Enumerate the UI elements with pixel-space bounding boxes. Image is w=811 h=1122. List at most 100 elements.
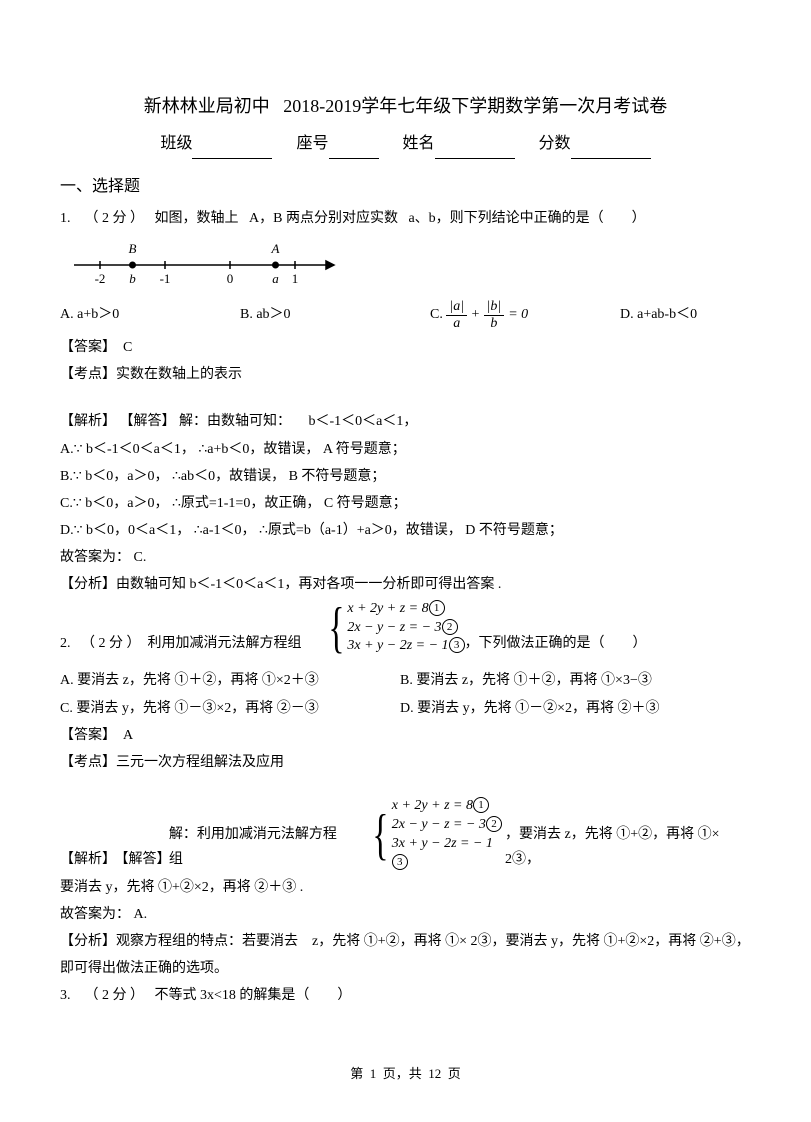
q1-stem1: 如图，数轴上	[155, 211, 239, 226]
q1-lineC: C.∵ b＜0，a＞0， ∴原式=1-1=0，故正确， C 符号题意；	[60, 491, 751, 516]
svg-text:0: 0	[227, 271, 234, 286]
q1-stem2: A，B 两点分别对应实数	[249, 211, 398, 226]
svg-text:b: b	[129, 271, 136, 286]
q1-answer: 【答案】 C	[60, 335, 751, 360]
title-left: 新林林业局初中	[144, 96, 270, 116]
svg-text:-1: -1	[160, 271, 171, 286]
ana-tag2: 【解析】	[60, 847, 114, 872]
seat-label: 座号	[296, 135, 328, 152]
q2-stem: 2. （ 2 分 ） 利用加减消元法解方程组 { x + 2y + z = 81…	[60, 600, 751, 657]
q2-num: 2.	[60, 631, 71, 656]
page-wrap: 新林林业局初中 2018-2019学年七年级下学期数学第一次月考试卷 班级 座号…	[0, 0, 811, 1051]
q2-tail: ，下列做法正确的是（ ）	[465, 631, 647, 656]
spacer	[60, 777, 751, 795]
ans-tag2: 【答案】	[60, 728, 116, 743]
spacer	[60, 658, 751, 666]
ana-intro: 解：由数轴可知：	[179, 414, 291, 429]
q3-pts: （ 2 分 ）	[85, 988, 145, 1003]
eq2: 2x − y − z = − 3	[347, 620, 441, 635]
ana-tag: 【解析】	[60, 414, 116, 429]
q1-fenxi: 【分析】由数轴可知 b＜-1＜0＜a＜1，再对各项一一分析即可得出答案 .	[60, 572, 751, 597]
eq1b: x + 2y + z = 8	[392, 798, 473, 813]
q1-stem3: a、b，则下列结论中正确的是（ ）	[408, 211, 645, 226]
svg-text:B: B	[129, 241, 137, 256]
q2-ana-l1: 解：利用加减消元法解方程组	[169, 822, 346, 872]
eq2b: 2x − y − z = − 3	[392, 817, 486, 832]
q1-fenxi-txt: 由数轴可知 b＜-1＜0＜a＜1，再对各项一一分析即可得出答案 .	[116, 577, 501, 592]
info-line: 班级 座号 姓名 分数	[60, 130, 751, 159]
svg-text:1: 1	[292, 271, 299, 286]
q1-ans: C	[123, 340, 132, 355]
q2-point-txt: 三元一次方程组解法及应用	[116, 755, 284, 770]
ana-intro2: b＜-1＜0＜a＜1，	[309, 414, 418, 429]
plus: +	[467, 302, 483, 327]
score-blank[interactable]	[571, 158, 651, 159]
class-label: 班级	[160, 135, 192, 152]
frac-b: |b|b	[484, 299, 505, 331]
q1-ana-intro: 【解析】 【解答】 解：由数轴可知： b＜-1＜0＜a＜1，	[60, 409, 751, 434]
q2-answer: 【答案】 A	[60, 723, 751, 748]
q2-fenxi: 【分析】观察方程组的特点：若要消去 z，先将 ①+②，再将 ①× 2③，要消去 …	[60, 929, 751, 954]
fenxi-tag: 【分析】	[60, 577, 116, 592]
q2-pts: （ 2 分 ）	[81, 631, 141, 656]
q1-so: 故答案为： C.	[60, 545, 751, 570]
point-tag2: 【考点】	[60, 755, 116, 770]
spacer	[60, 389, 751, 407]
q1-optC: C. |a|a + |b|b = 0	[430, 299, 620, 331]
q1-optD: D. a+ab-b＜0	[620, 302, 697, 327]
equation-system-2: { x + 2y + z = 81 2x − y − z = − 32 3x +…	[367, 797, 505, 873]
q1-optA: A. a+b＞0	[60, 302, 240, 327]
sol-tag2: 【解答】	[114, 847, 168, 872]
seat-blank[interactable]	[329, 158, 379, 159]
q2-optC: C. 要消去 y，先将 ①－③×2，再将 ②－③	[60, 696, 400, 721]
equation-system-1: { x + 2y + z = 81 2x − y − z = − 32 3x +…	[323, 600, 465, 657]
q1-pts: （ 2 分 ）	[85, 211, 145, 226]
ft2: 页，共	[383, 1066, 422, 1081]
q2-fenxi-txt: 观察方程组的特点：若要消去 z，先将 ①+②，再将 ①× 2③，要消去 y，先将…	[116, 934, 750, 949]
score-label: 分数	[539, 135, 571, 152]
svg-text:A: A	[271, 241, 280, 256]
eqzero: = 0	[508, 302, 528, 327]
q2-optB: B. 要消去 z，先将 ①＋②，再将 ①×3−③	[400, 668, 740, 693]
ft1: 第	[350, 1066, 363, 1081]
eq3b: 3x + y − 2z = − 1	[392, 836, 493, 851]
q1-optC-pre: C.	[430, 302, 443, 327]
q1-lineB: B.∵ b＜0，a＞0， ∴ab＜0，故错误， B 不符号题意；	[60, 464, 751, 489]
q1-point: 【考点】实数在数轴上的表示	[60, 362, 751, 387]
ans-tag: 【答案】	[60, 340, 116, 355]
frac-a: |a|a	[446, 299, 467, 331]
q2-so: 故答案为： A.	[60, 902, 751, 927]
section-heading: 一、选择题	[60, 173, 751, 202]
page-footer: 第 1 页，共 12 页	[0, 1063, 811, 1082]
q2-fenxi2: 即可得出做法正确的选项。	[60, 956, 751, 981]
sol-tag: 【解答】	[120, 414, 176, 429]
eq3: 3x + y − 2z = − 1	[347, 638, 448, 653]
q1-optB: B. ab＞0	[240, 302, 430, 327]
fenxi-tag2: 【分析】	[60, 934, 116, 949]
q2-ans: A	[123, 728, 133, 743]
ft3: 页	[448, 1066, 461, 1081]
q1-stem: 1. （ 2 分 ） 如图，数轴上 A，B 两点分别对应实数 a、b，则下列结论…	[60, 206, 751, 231]
q2-stem-txt: 利用加减消元法解方程组	[148, 631, 302, 656]
q3-stem-txt: 不等式 3x<18 的解集是（ ）	[155, 988, 352, 1003]
q3-num: 3.	[60, 988, 71, 1003]
ft-pg: 1	[370, 1066, 377, 1081]
q2-ana-tail1: ，要消去 z，先将 ①+②，再将 ①× 2③，	[505, 822, 751, 872]
class-blank[interactable]	[192, 158, 272, 159]
doc-title: 新林林业局初中 2018-2019学年七年级下学期数学第一次月考试卷	[60, 90, 751, 122]
q1-lineD: D.∵ b＜0，0＜a＜1， ∴a-1＜0， ∴原式=b（a-1）+a＞0，故错…	[60, 518, 751, 543]
eq1: x + 2y + z = 8	[347, 601, 428, 616]
point-tag: 【考点】	[60, 367, 116, 382]
title-right: 2018-2019学年七年级下学期数学第一次月考试卷	[283, 96, 667, 116]
svg-text:-2: -2	[95, 271, 106, 286]
q2-ana-l2: 要消去 y，先将 ①+②×2，再将 ②＋③ .	[60, 875, 751, 900]
q2-opts-row1: A. 要消去 z，先将 ①＋②，再将 ①×2＋③ B. 要消去 z，先将 ①＋②…	[60, 668, 751, 693]
q1-options: A. a+b＞0 B. ab＞0 C. |a|a + |b|b = 0 D. a…	[60, 299, 751, 331]
ft-total: 12	[428, 1066, 441, 1081]
q2-point: 【考点】三元一次方程组解法及应用	[60, 750, 751, 775]
name-label: 姓名	[403, 135, 435, 152]
svg-text:a: a	[272, 271, 279, 286]
q3-stem: 3. （ 2 分 ） 不等式 3x<18 的解集是（ ）	[60, 983, 751, 1008]
q2-optD: D. 要消去 y，先将 ①－②×2，再将 ②＋③	[400, 696, 740, 721]
name-blank[interactable]	[435, 158, 515, 159]
